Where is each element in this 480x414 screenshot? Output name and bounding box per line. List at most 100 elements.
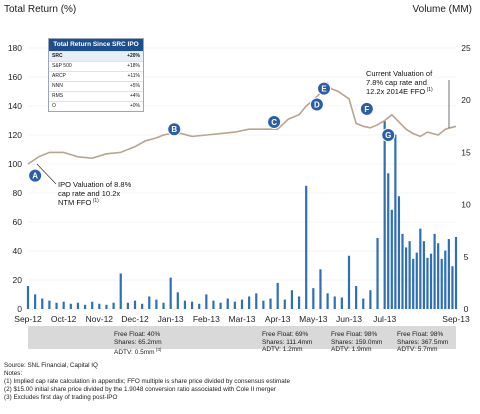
total-return-row-name: NNN (52, 83, 63, 89)
source-note: Source: SNL Financial, Capital IQ (4, 362, 98, 369)
left-tick-label: 120 (8, 130, 22, 140)
volume-bar (387, 173, 390, 309)
event-marker-label: C (271, 118, 277, 127)
volume-bar (397, 196, 401, 309)
free-float-stat-line: Shares: 159.0mm (331, 338, 383, 346)
callout-line: Current Valuation of (366, 69, 433, 78)
free-float-stats: Free Float: 40% Shares: 65.2mm ADTV: 0.5mm… (114, 331, 162, 357)
volume-bar (133, 300, 137, 309)
volume-bar (408, 241, 411, 309)
free-float-stat-line: Shares: 111.4mm (262, 338, 313, 346)
volume-bar (283, 299, 286, 309)
volume-bar (183, 300, 187, 309)
volume-bar (255, 293, 258, 309)
volume-bar (376, 238, 379, 309)
free-float-stats: Free Float: 98% Shares: 159.0mm ADTV: 1.9m… (331, 331, 382, 354)
volume-bar (297, 296, 301, 309)
free-float-stat-line: Free Float: 98% (397, 331, 444, 338)
volume-bar (290, 290, 294, 309)
volume-bar (369, 290, 372, 309)
free-float-stats: Free Float: 69% Shares: 111.4mm ADTV: 1.2m… (262, 331, 312, 354)
volume-bar (422, 241, 425, 309)
current-valuation-callout: Current Valuation of7.8% cap rate and12.… (366, 69, 450, 128)
event-marker-label: F (364, 105, 369, 114)
volume-bar (112, 302, 115, 309)
volume-bar (394, 134, 397, 309)
total-return-row-value: +0% (129, 103, 140, 109)
volume-bar (444, 250, 447, 309)
volume-bar (69, 303, 72, 309)
left-tick-label: 100 (8, 159, 22, 169)
free-float-stat-line: ADTV: 1.9mm (331, 346, 372, 353)
volume-bar (440, 258, 443, 309)
event-marker-b: B (167, 122, 182, 137)
volume-bar (162, 302, 165, 309)
volume-bar (55, 302, 58, 309)
volume-bar (415, 252, 418, 309)
x-tick-label: May-13 (299, 314, 328, 324)
volume-bar (26, 286, 30, 309)
volume-bar (176, 292, 179, 309)
total-return-row-value: +18% (127, 63, 140, 69)
total-return-row-value: +20% (127, 53, 140, 59)
volume-bar (404, 247, 408, 309)
footnote: (2) $15.00 initial share price divided b… (4, 386, 276, 393)
event-marker-g: G (381, 128, 396, 142)
volume-bar (426, 257, 429, 309)
volume-bar (233, 301, 236, 309)
total-return-row: O +0% (49, 101, 143, 111)
x-tick-label: Sep-13 (442, 314, 470, 324)
volume-bar (98, 303, 101, 309)
volume-bar (169, 277, 172, 309)
volume-bar (269, 298, 272, 309)
left-tick-label: 180 (8, 43, 22, 53)
free-float-stat-line: Free Float: 69% (262, 331, 309, 338)
volume-bar (148, 296, 151, 309)
volume-bar (155, 299, 158, 309)
volume-bar (248, 296, 251, 309)
volume-bar (305, 185, 308, 309)
volume-bar (433, 233, 436, 309)
event-marker-e: E (317, 81, 332, 96)
volume-bar (412, 258, 415, 309)
right-tick-label: 10 (461, 200, 471, 210)
volume-bar (119, 273, 122, 309)
right-tick-label: 25 (461, 43, 471, 53)
total-return-row-value: +11% (127, 73, 140, 79)
volume-bar (219, 302, 222, 309)
volume-bar (355, 286, 358, 309)
x-tick-label: Sep-12 (14, 314, 42, 324)
event-marker-label: D (314, 101, 320, 110)
volume-bar (205, 294, 208, 309)
free-float-stat-line: Free Float: 40% (114, 331, 161, 338)
price-series-line (27, 81, 457, 165)
volume-bar (447, 239, 450, 309)
right-tick-label: 0 (464, 304, 469, 314)
x-tick-label: Jul-13 (373, 314, 396, 324)
volume-bar (212, 300, 215, 309)
free-float-stat-line: Free Float: 98% (331, 331, 378, 338)
x-tick-label: Feb-13 (193, 314, 220, 324)
event-marker-label: G (385, 131, 391, 140)
volume-bar (41, 298, 44, 309)
free-float-stat-line: ADTV: 1.2mm (262, 346, 303, 353)
volume-bar (347, 255, 351, 309)
volume-bar (437, 243, 440, 309)
notes-title: Notes: (4, 370, 23, 377)
footnote: (1) Implied cap rate calculation in appe… (4, 378, 290, 385)
volume-bar (340, 297, 343, 309)
left-tick-label: 0 (17, 304, 22, 314)
left-tick-label: 140 (8, 101, 22, 111)
callout-line: 7.8% cap rate and (366, 78, 427, 87)
x-tick-label: Apr-13 (265, 314, 291, 324)
volume-bar (141, 303, 144, 309)
volume-bar (48, 300, 51, 309)
ipo-valuation-callout: IPO Valuation of 8.8%cap rate and 10.2xN… (36, 163, 132, 207)
callout-line: IPO Valuation of 8.8% (58, 180, 132, 189)
footnote: (3) Excludes first day of trading post-I… (4, 394, 118, 401)
event-marker-a: A (28, 168, 43, 183)
left-axis-title: Total Return (%) (4, 4, 77, 15)
volume-bar (333, 296, 336, 309)
event-marker-label: E (321, 85, 327, 94)
